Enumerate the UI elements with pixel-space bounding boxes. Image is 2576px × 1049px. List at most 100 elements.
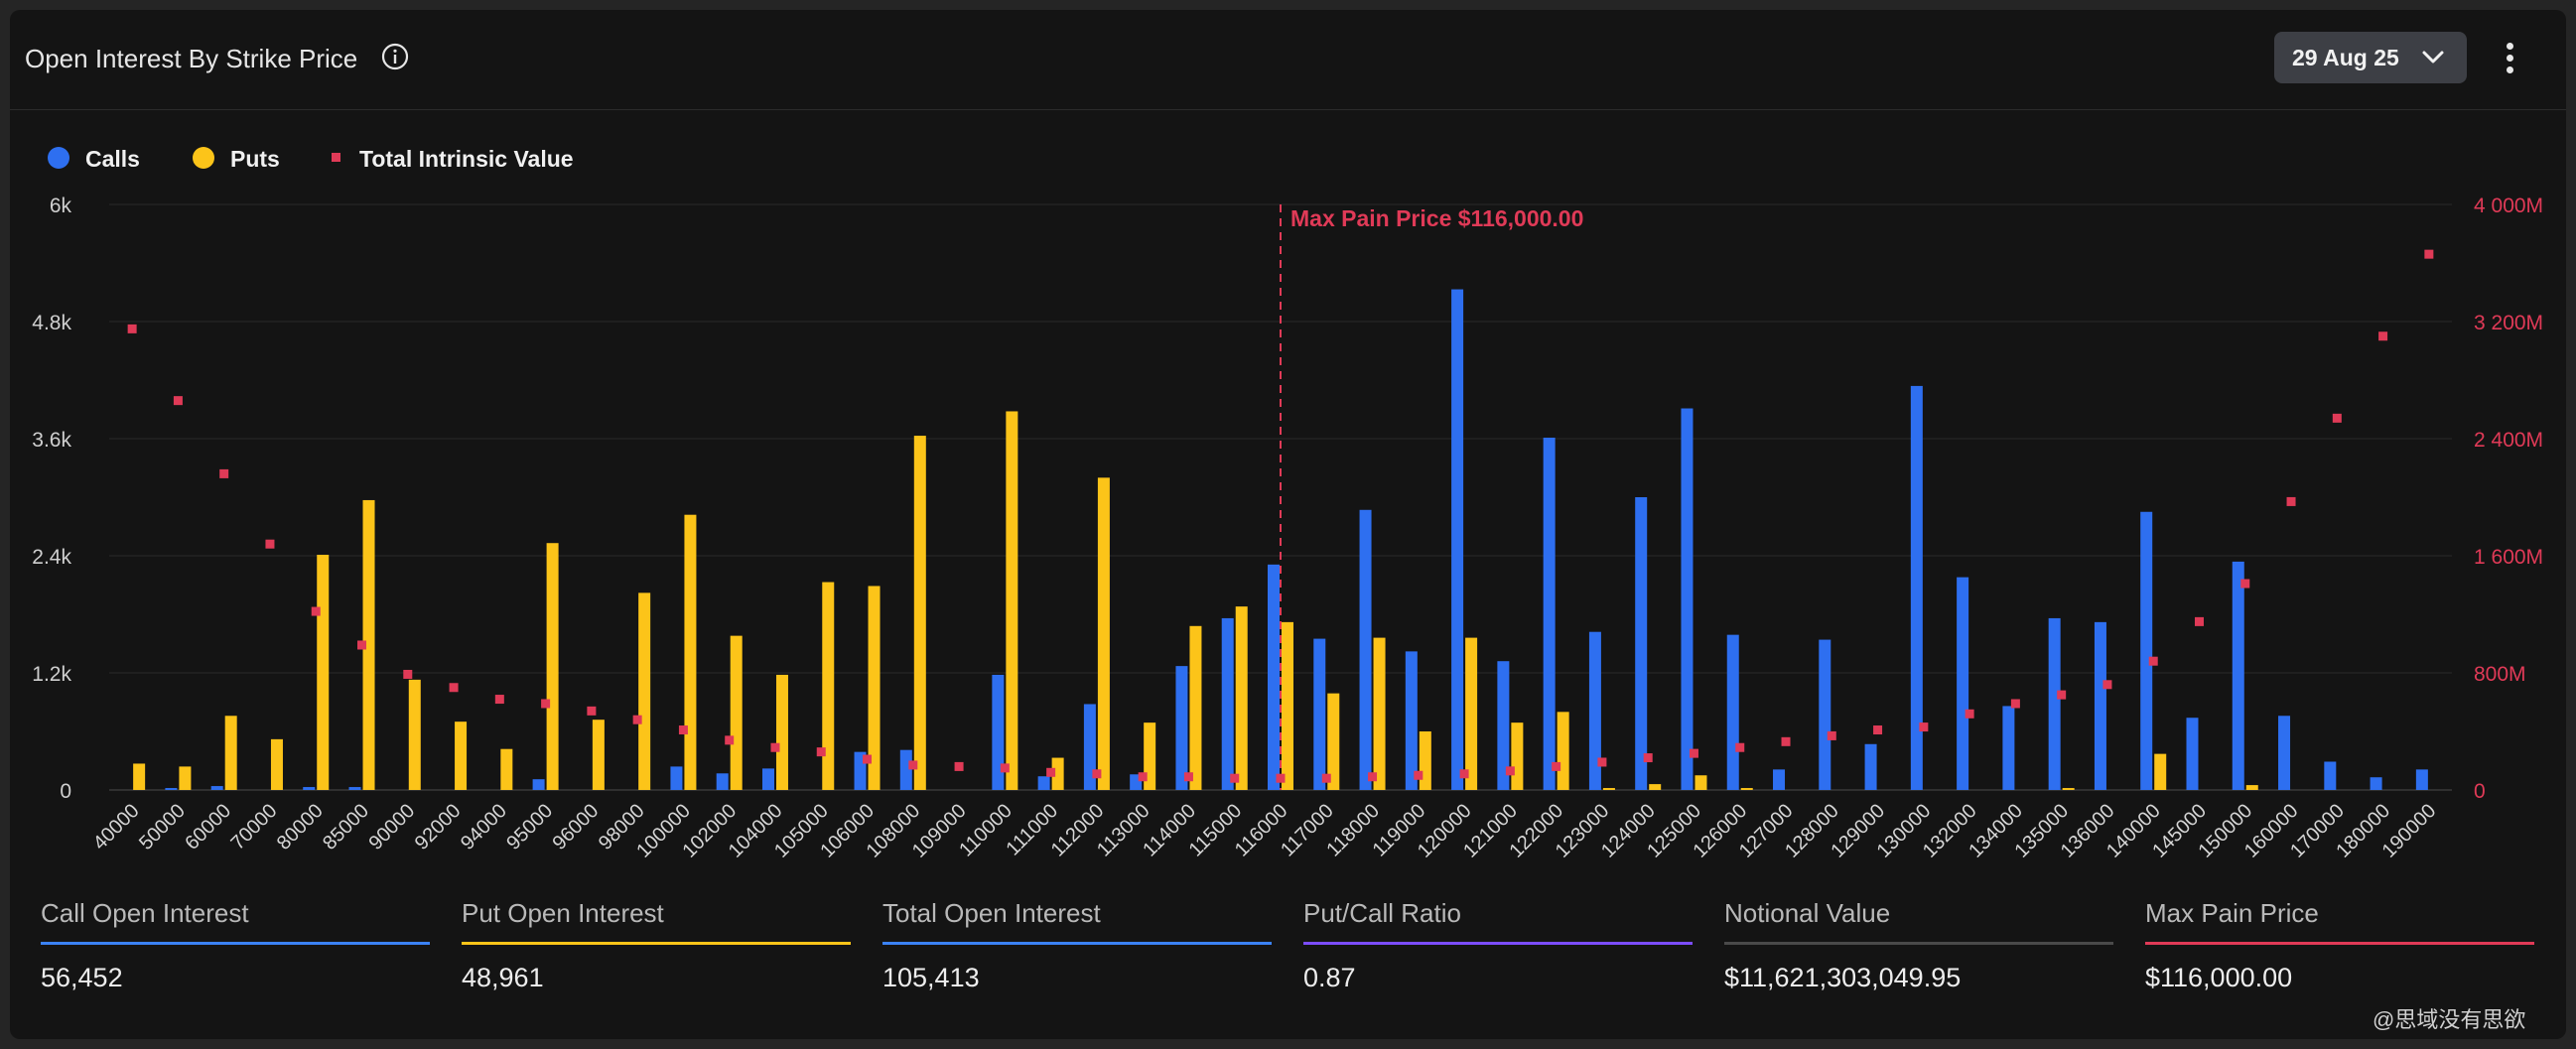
put-bar bbox=[1695, 775, 1707, 790]
call-bar bbox=[1313, 638, 1326, 790]
chart-card: Open Interest By Strike Price 29 Aug 25 … bbox=[10, 10, 2566, 1039]
x-tick-label: 60000 bbox=[181, 800, 235, 854]
put-bar bbox=[592, 720, 605, 790]
put-bar bbox=[1602, 788, 1615, 790]
stat-value: 0.87 bbox=[1303, 963, 1356, 992]
put-bar bbox=[362, 499, 375, 790]
max-pain-annotation: Max Pain Price $116,000.00 bbox=[1290, 205, 1583, 231]
call-bar bbox=[1681, 408, 1694, 790]
stat-value: $11,621,303,049.95 bbox=[1724, 963, 1962, 992]
call-bar bbox=[1726, 634, 1739, 790]
intrinsic-value-point bbox=[1873, 725, 1883, 735]
intrinsic-value-point bbox=[2010, 699, 2020, 709]
stat-underline bbox=[2145, 942, 2534, 945]
call-bar bbox=[1543, 438, 1556, 790]
intrinsic-value-point bbox=[678, 725, 688, 735]
call-bar bbox=[2094, 621, 2106, 790]
stat-call-open-interest: Call Open Interest 56,452 bbox=[41, 898, 430, 993]
intrinsic-value-point bbox=[2194, 616, 2204, 626]
call-bar bbox=[2002, 706, 2015, 790]
more-options-icon[interactable] bbox=[2502, 40, 2517, 81]
y-right-tick-label: 0 bbox=[2474, 780, 2486, 803]
stat-label: Notional Value bbox=[1724, 898, 1891, 928]
card-header: Open Interest By Strike Price 29 Aug 25 bbox=[10, 10, 2566, 110]
intrinsic-value-point bbox=[494, 695, 504, 705]
y-left-tick-label: 3.6k bbox=[32, 429, 71, 452]
put-bar bbox=[1097, 477, 1110, 790]
stat-value: 56,452 bbox=[41, 963, 123, 992]
put-bar bbox=[868, 586, 881, 790]
call-bar bbox=[2140, 511, 2153, 790]
put-bar bbox=[1235, 606, 1248, 790]
intrinsic-value-point bbox=[1414, 770, 1424, 780]
put-bar bbox=[1189, 625, 1202, 790]
intrinsic-value-point bbox=[1827, 730, 1836, 740]
legend-label-puts: Puts bbox=[230, 146, 280, 172]
intrinsic-value-point bbox=[816, 747, 826, 757]
put-bar bbox=[179, 766, 192, 790]
x-tick-label: 96000 bbox=[549, 800, 604, 854]
open-interest-chart: 0 1.2k 2.4k 3.6k 4.8k 6k 0 800M 1 600M 2 400M 3 20… bbox=[32, 195, 2543, 862]
call-bar bbox=[1497, 661, 1510, 790]
y-left-tick-label: 1.2k bbox=[32, 663, 71, 686]
put-bar bbox=[408, 679, 421, 790]
call-bar bbox=[1864, 743, 1877, 790]
intrinsic-value-point bbox=[2057, 690, 2067, 700]
stat-underline bbox=[1303, 942, 1693, 945]
intrinsic-value-point bbox=[1597, 757, 1607, 767]
y-right-tick-label: 2 400M bbox=[2474, 429, 2543, 452]
stat-max-pain-price: Max Pain Price $116,000.00 bbox=[2145, 898, 2534, 993]
put-bar bbox=[775, 674, 788, 790]
intrinsic-value-point bbox=[2240, 579, 2250, 589]
intrinsic-value-point bbox=[1230, 773, 1240, 783]
expiry-date-label: 29 Aug 25 bbox=[2292, 45, 2399, 70]
chart-title: Open Interest By Strike Price bbox=[25, 44, 358, 73]
put-bar bbox=[1006, 411, 1018, 790]
call-bar bbox=[2324, 761, 2337, 790]
y-right-tick-label: 4 000M bbox=[2474, 195, 2543, 217]
put-bar bbox=[133, 763, 146, 790]
put-bar bbox=[2062, 788, 2075, 790]
intrinsic-value-point bbox=[2332, 413, 2342, 423]
intrinsic-value-point bbox=[1321, 773, 1331, 783]
stat-label: Put/Call Ratio bbox=[1303, 898, 1461, 928]
call-bar bbox=[165, 788, 178, 790]
intrinsic-value-point bbox=[265, 539, 275, 549]
put-bar bbox=[638, 592, 651, 790]
put-bar bbox=[546, 543, 559, 790]
put-bar bbox=[1465, 637, 1478, 790]
x-tick-label: 94000 bbox=[457, 800, 511, 854]
put-bar bbox=[684, 514, 697, 790]
call-bar bbox=[1910, 385, 1923, 790]
intrinsic-value-point bbox=[2148, 656, 2158, 666]
x-tick-label: 85000 bbox=[319, 800, 373, 854]
legend-label-intrinsic: Total Intrinsic Value bbox=[359, 146, 574, 172]
y-left-tick-label: 6k bbox=[50, 195, 72, 217]
put-bar bbox=[270, 738, 283, 790]
intrinsic-value-point bbox=[1368, 772, 1378, 782]
watermark-text: @思域没有思欲 bbox=[2373, 1007, 2526, 1032]
intrinsic-value-point bbox=[1046, 767, 1056, 777]
put-bar bbox=[913, 436, 926, 790]
intrinsic-value-point bbox=[357, 640, 367, 650]
put-bar bbox=[455, 721, 468, 790]
stat-underline bbox=[41, 942, 430, 945]
info-icon[interactable] bbox=[380, 42, 410, 71]
intrinsic-value-point bbox=[908, 760, 918, 770]
legend-marker-intrinsic bbox=[332, 153, 340, 162]
expiry-date-dropdown[interactable]: 29 Aug 25 bbox=[2274, 32, 2467, 83]
call-bar bbox=[716, 773, 729, 790]
call-bar bbox=[2370, 777, 2382, 790]
put-bar bbox=[1327, 693, 1340, 790]
x-tick-label: 92000 bbox=[411, 800, 466, 854]
call-bar bbox=[2186, 718, 2199, 790]
intrinsic-value-point bbox=[1552, 761, 1561, 771]
stat-value: $116,000.00 bbox=[2145, 963, 2293, 992]
call-bar bbox=[1451, 289, 1464, 790]
intrinsic-value-point bbox=[449, 683, 459, 693]
put-bar bbox=[1419, 731, 1431, 790]
put-bar bbox=[1557, 712, 1569, 790]
call-bar bbox=[2415, 769, 2428, 790]
call-bar bbox=[761, 768, 774, 790]
call-bar bbox=[2048, 617, 2061, 790]
